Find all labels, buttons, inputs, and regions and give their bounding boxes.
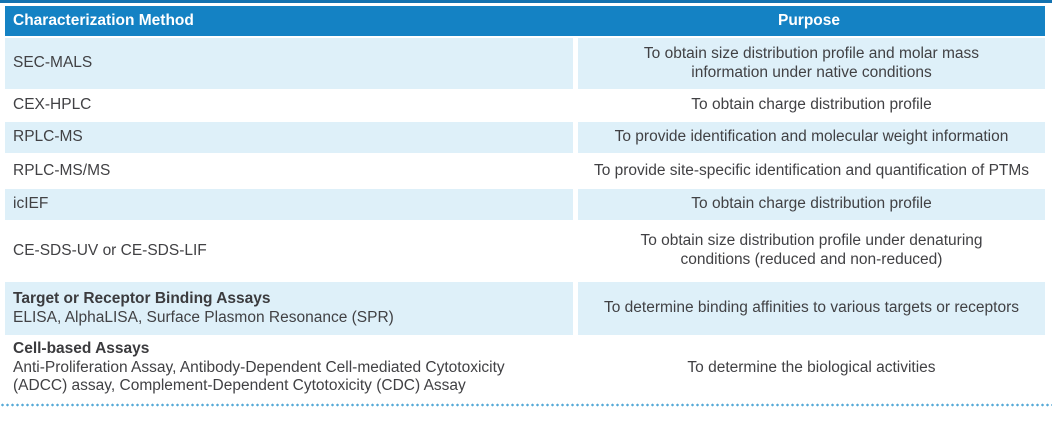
method-cell: CE-SDS-UV or CE-SDS-LIF	[5, 222, 573, 282]
method-title: Cell-based Assays	[13, 339, 150, 357]
method-title: Target or Receptor Binding Assays	[13, 289, 271, 307]
table-row-rplc-ms-ms: RPLC-MS/MS To provide site-specific iden…	[5, 155, 1045, 189]
method-cell: SEC-MALS	[5, 38, 573, 91]
method-cell: icIEF	[5, 189, 573, 222]
purpose-cell: To obtain charge distribution profile	[573, 91, 1045, 122]
purpose-cell: To provide site-specific identification …	[573, 155, 1045, 189]
purpose-cell: To obtain size distribution profile unde…	[573, 222, 1045, 282]
table-row-sec-mals: SEC-MALS To obtain size distribution pro…	[5, 38, 1045, 91]
method-cell: RPLC-MS/MS	[5, 155, 573, 189]
method-cell: CEX-HPLC	[5, 91, 573, 122]
purpose-column-header: Purpose	[573, 6, 1045, 38]
method-cell: Target or Receptor Binding Assays ELISA,…	[5, 282, 573, 337]
table-row-binding-assays: Target or Receptor Binding Assays ELISA,…	[5, 282, 1045, 337]
purpose-cell: To obtain size distribution profile and …	[573, 38, 1045, 91]
table-row-ce-sds: CE-SDS-UV or CE-SDS-LIF To obtain size d…	[5, 222, 1045, 282]
table-row-icief: icIEF To obtain charge distribution prof…	[5, 189, 1045, 222]
table-row-cell-based-assays: Cell-based Assays Anti-Proliferation Ass…	[5, 337, 1045, 401]
purpose-cell: To determine the biological activities	[573, 337, 1045, 401]
purpose-cell: To obtain charge distribution profile	[573, 189, 1045, 222]
top-rule	[0, 0, 1052, 3]
table-header-row: Characterization Method Purpose	[5, 6, 1045, 38]
purpose-cell: To provide identification and molecular …	[573, 122, 1045, 155]
table-row-rplc-ms: RPLC-MS To provide identification and mo…	[5, 122, 1045, 155]
method-sublabel: ELISA, AlphaLISA, Surface Plasmon Resona…	[13, 308, 394, 326]
method-column-header: Characterization Method	[5, 6, 573, 38]
bottom-dotted-rule	[0, 403, 1052, 407]
method-sublabel: Anti-Proliferation Assay, Antibody-Depen…	[13, 358, 505, 395]
characterization-methods-table: Characterization Method Purpose SEC-MALS…	[5, 6, 1045, 401]
purpose-cell: To determine binding affinities to vario…	[573, 282, 1045, 337]
table-row-cex-hplc: CEX-HPLC To obtain charge distribution p…	[5, 91, 1045, 122]
method-cell: Cell-based Assays Anti-Proliferation Ass…	[5, 337, 573, 401]
method-cell: RPLC-MS	[5, 122, 573, 155]
